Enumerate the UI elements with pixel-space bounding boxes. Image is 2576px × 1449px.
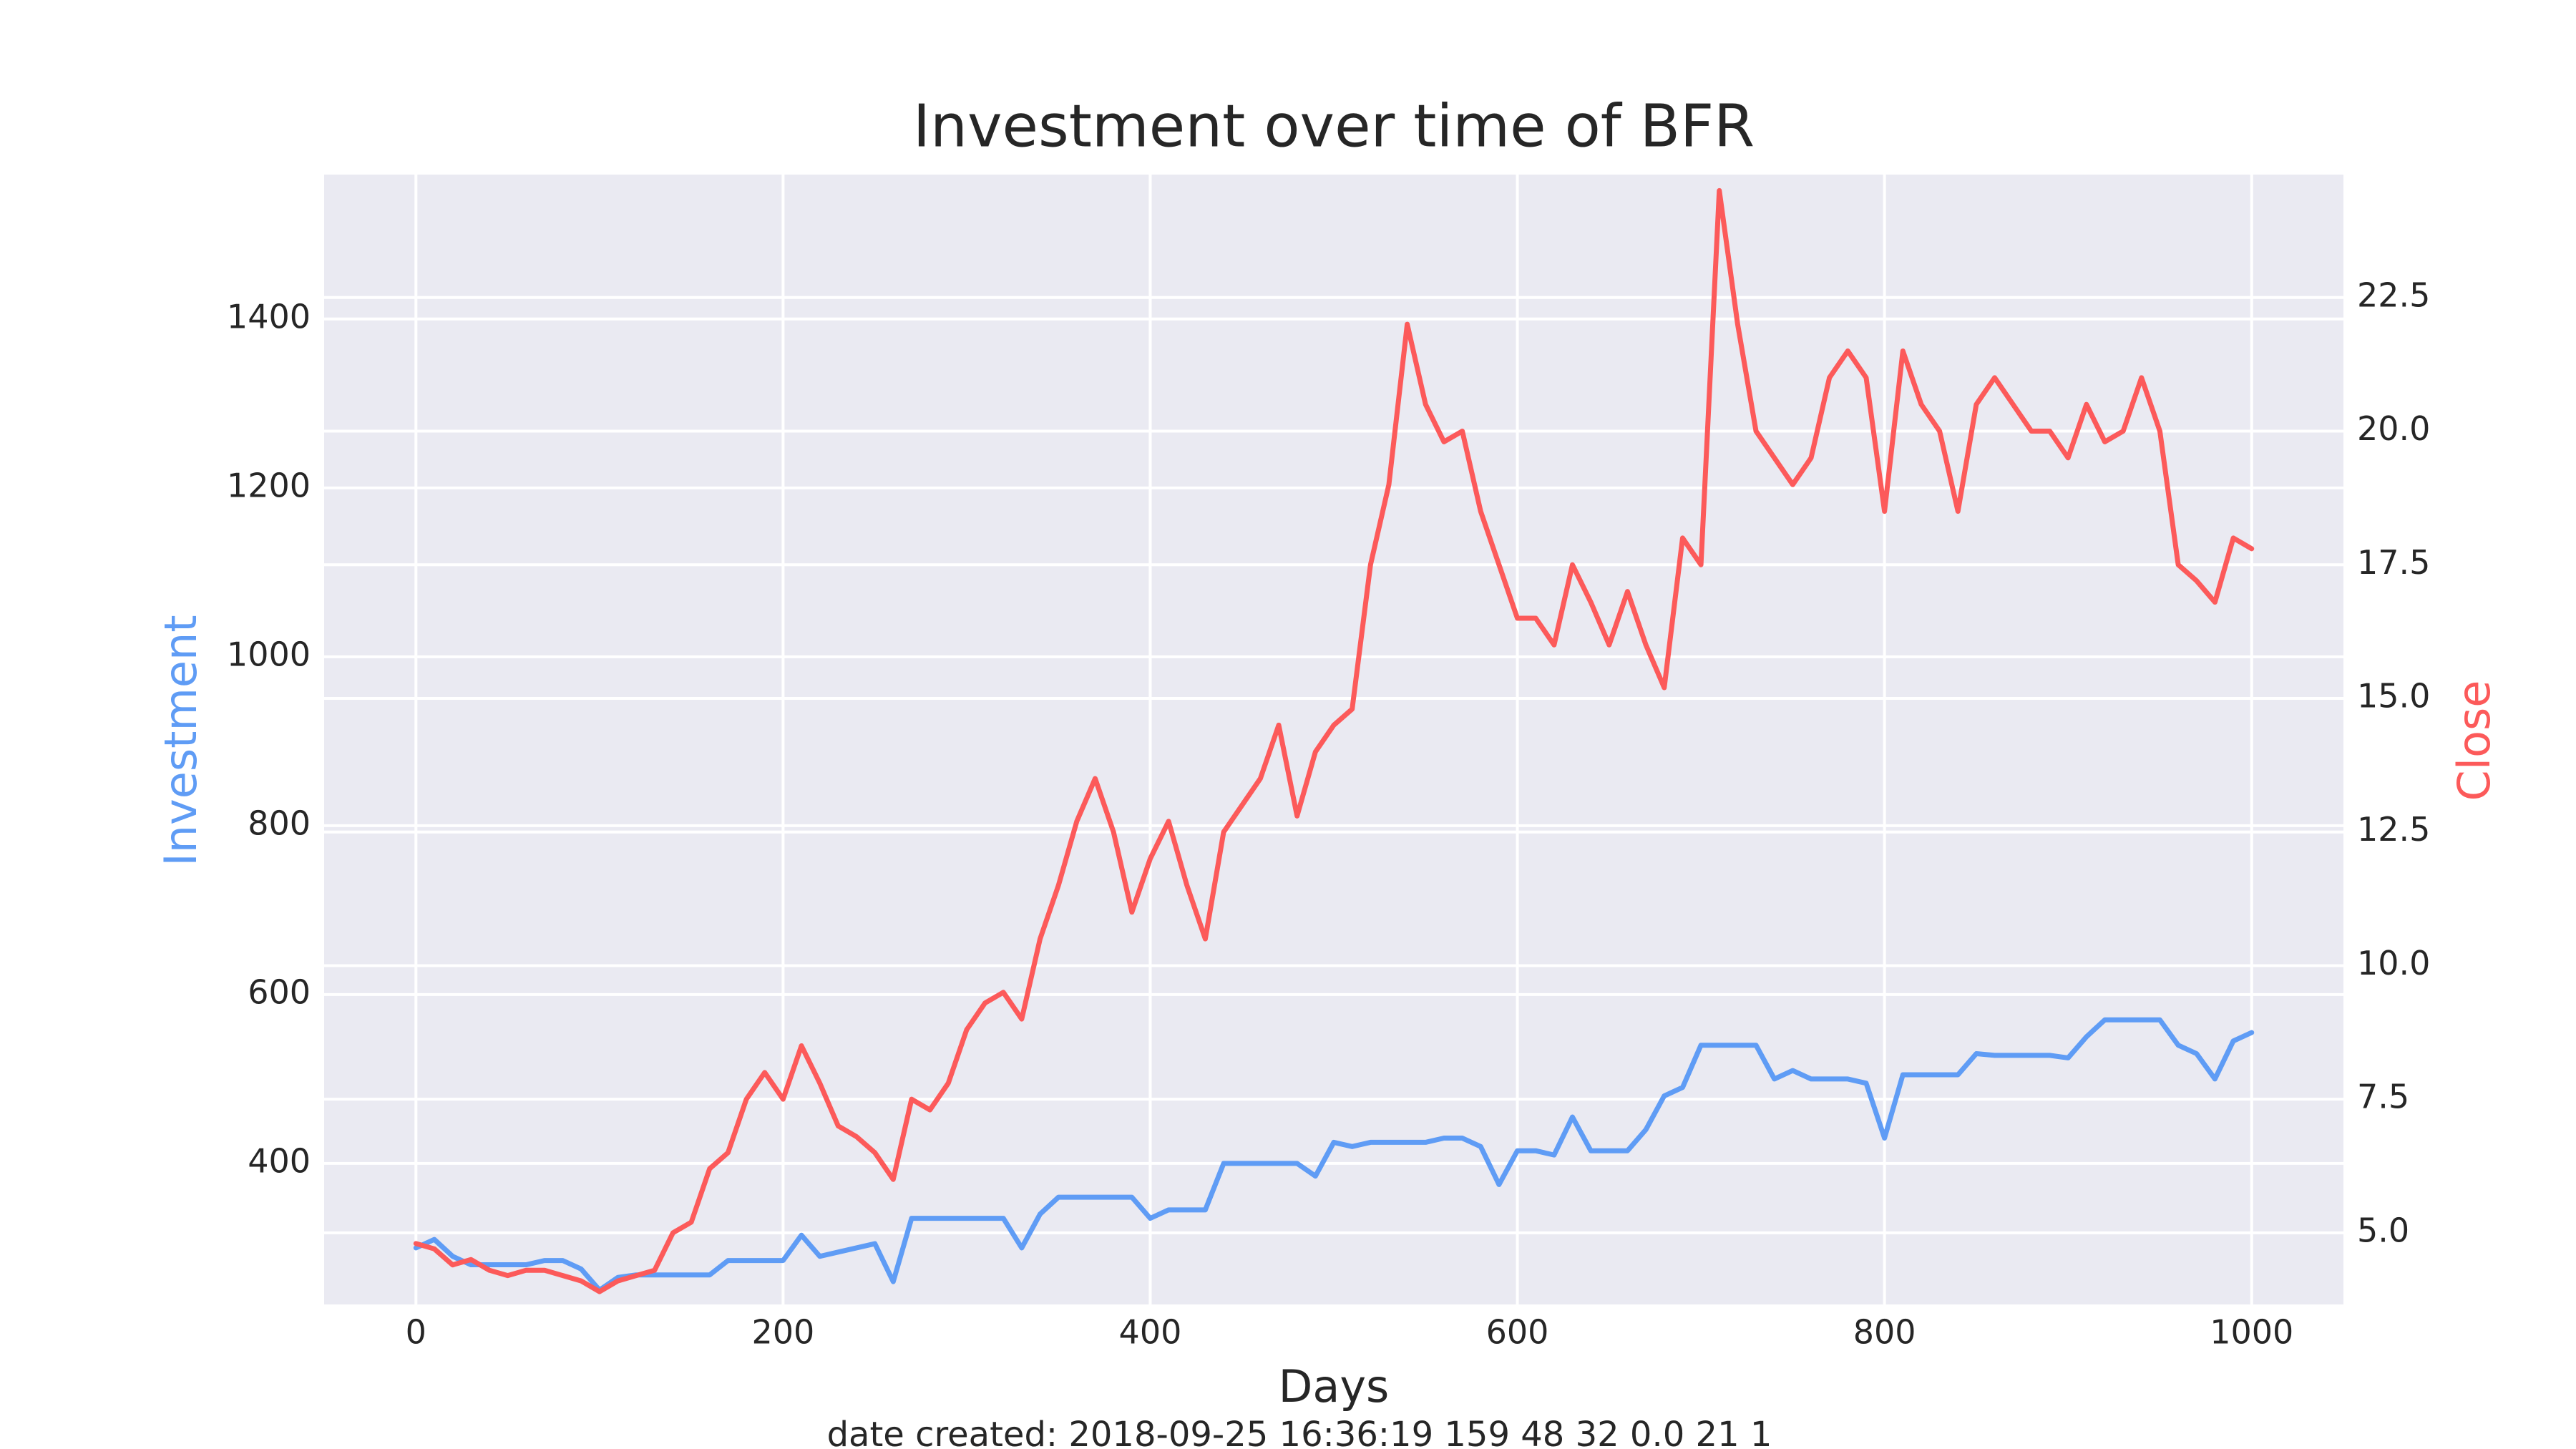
grid bbox=[324, 175, 2343, 1304]
y2-tick-label: 10.0 bbox=[2357, 944, 2430, 982]
y2-axis-label: Close bbox=[2448, 680, 2500, 801]
y-tick-label: 600 bbox=[248, 972, 311, 1011]
y2-tick-label: 17.5 bbox=[2357, 543, 2430, 582]
labels: 0 200 400 600 800 1000 400 600 800 1000 1200 1400 5.… bbox=[227, 275, 2431, 1351]
y-tick-label: 400 bbox=[248, 1141, 311, 1180]
y-tick-label: 1000 bbox=[227, 635, 311, 673]
series-line bbox=[413, 1017, 2255, 1293]
y-tick-label: 1400 bbox=[227, 297, 311, 336]
x-tick-label: 1000 bbox=[2210, 1313, 2293, 1352]
y2-tick-label: 12.5 bbox=[2357, 810, 2430, 849]
lines bbox=[413, 187, 2255, 1294]
x-tick-label: 400 bbox=[1119, 1313, 1182, 1352]
y2-tick-label: 15.0 bbox=[2357, 676, 2430, 715]
x-tick-label: 0 bbox=[406, 1313, 426, 1352]
x-tick-label: 200 bbox=[751, 1313, 814, 1352]
y-axis-label: Investment bbox=[155, 615, 207, 866]
x-tick-label: 600 bbox=[1486, 1313, 1549, 1352]
y2-tick-label: 22.5 bbox=[2357, 275, 2430, 314]
y2-tick-label: 5.0 bbox=[2357, 1211, 2409, 1249]
footer: date created: 2018-09-25 16:36:19 159 48… bbox=[827, 1415, 1772, 1449]
y-tick-label: 800 bbox=[248, 804, 311, 842]
y-tick-label: 1200 bbox=[227, 466, 311, 504]
series-line bbox=[413, 187, 2255, 1294]
chart-title: Investment over time of BFR bbox=[913, 92, 1755, 160]
y2-tick-label: 20.0 bbox=[2357, 409, 2430, 448]
plot-area bbox=[324, 175, 2343, 1304]
x-tick-label: 800 bbox=[1853, 1313, 1916, 1352]
x-axis-label: Days bbox=[1279, 1360, 1390, 1413]
y2-tick-label: 7.5 bbox=[2357, 1078, 2409, 1116]
